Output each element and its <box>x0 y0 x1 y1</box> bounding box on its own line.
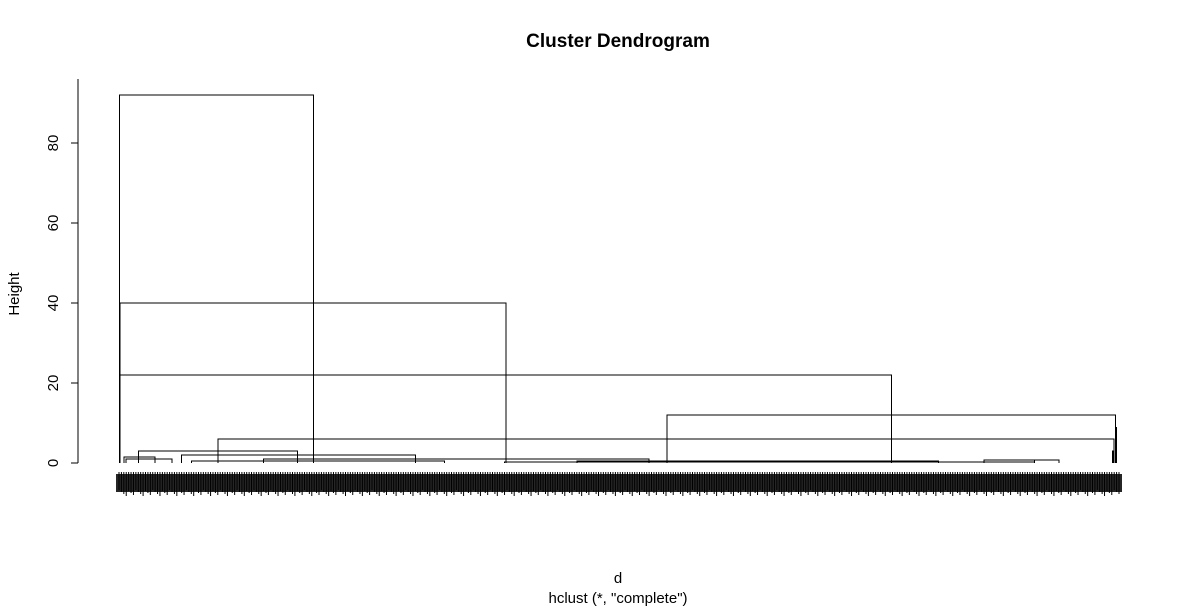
merge-link <box>190 460 445 463</box>
y-tick-label: 0 <box>45 459 62 467</box>
y-tick-label: 20 <box>45 375 62 392</box>
merge-link <box>118 94 314 463</box>
merge-link <box>1034 459 1060 463</box>
y-tick-label: 40 <box>45 295 62 312</box>
merge-link <box>119 374 892 463</box>
y-axis-label: Height <box>6 271 23 315</box>
merge-link <box>125 458 173 463</box>
y-tick-label: 60 <box>45 215 62 232</box>
x-axis-label: d <box>614 570 622 587</box>
y-tick-label: 80 <box>45 135 62 152</box>
leaf-label-band <box>116 474 1122 492</box>
merge-link <box>983 459 1036 463</box>
dendrogram-tree <box>118 94 1118 463</box>
merge-link <box>504 461 1036 463</box>
merge-link <box>123 456 156 463</box>
y-axis: 0 20 40 60 80 <box>45 79 79 467</box>
merge-link <box>1111 450 1115 463</box>
leaf-labels <box>116 472 1122 496</box>
chart-title: Cluster Dendrogram <box>526 31 710 52</box>
method-sublabel: hclust (*, "complete") <box>548 590 687 607</box>
